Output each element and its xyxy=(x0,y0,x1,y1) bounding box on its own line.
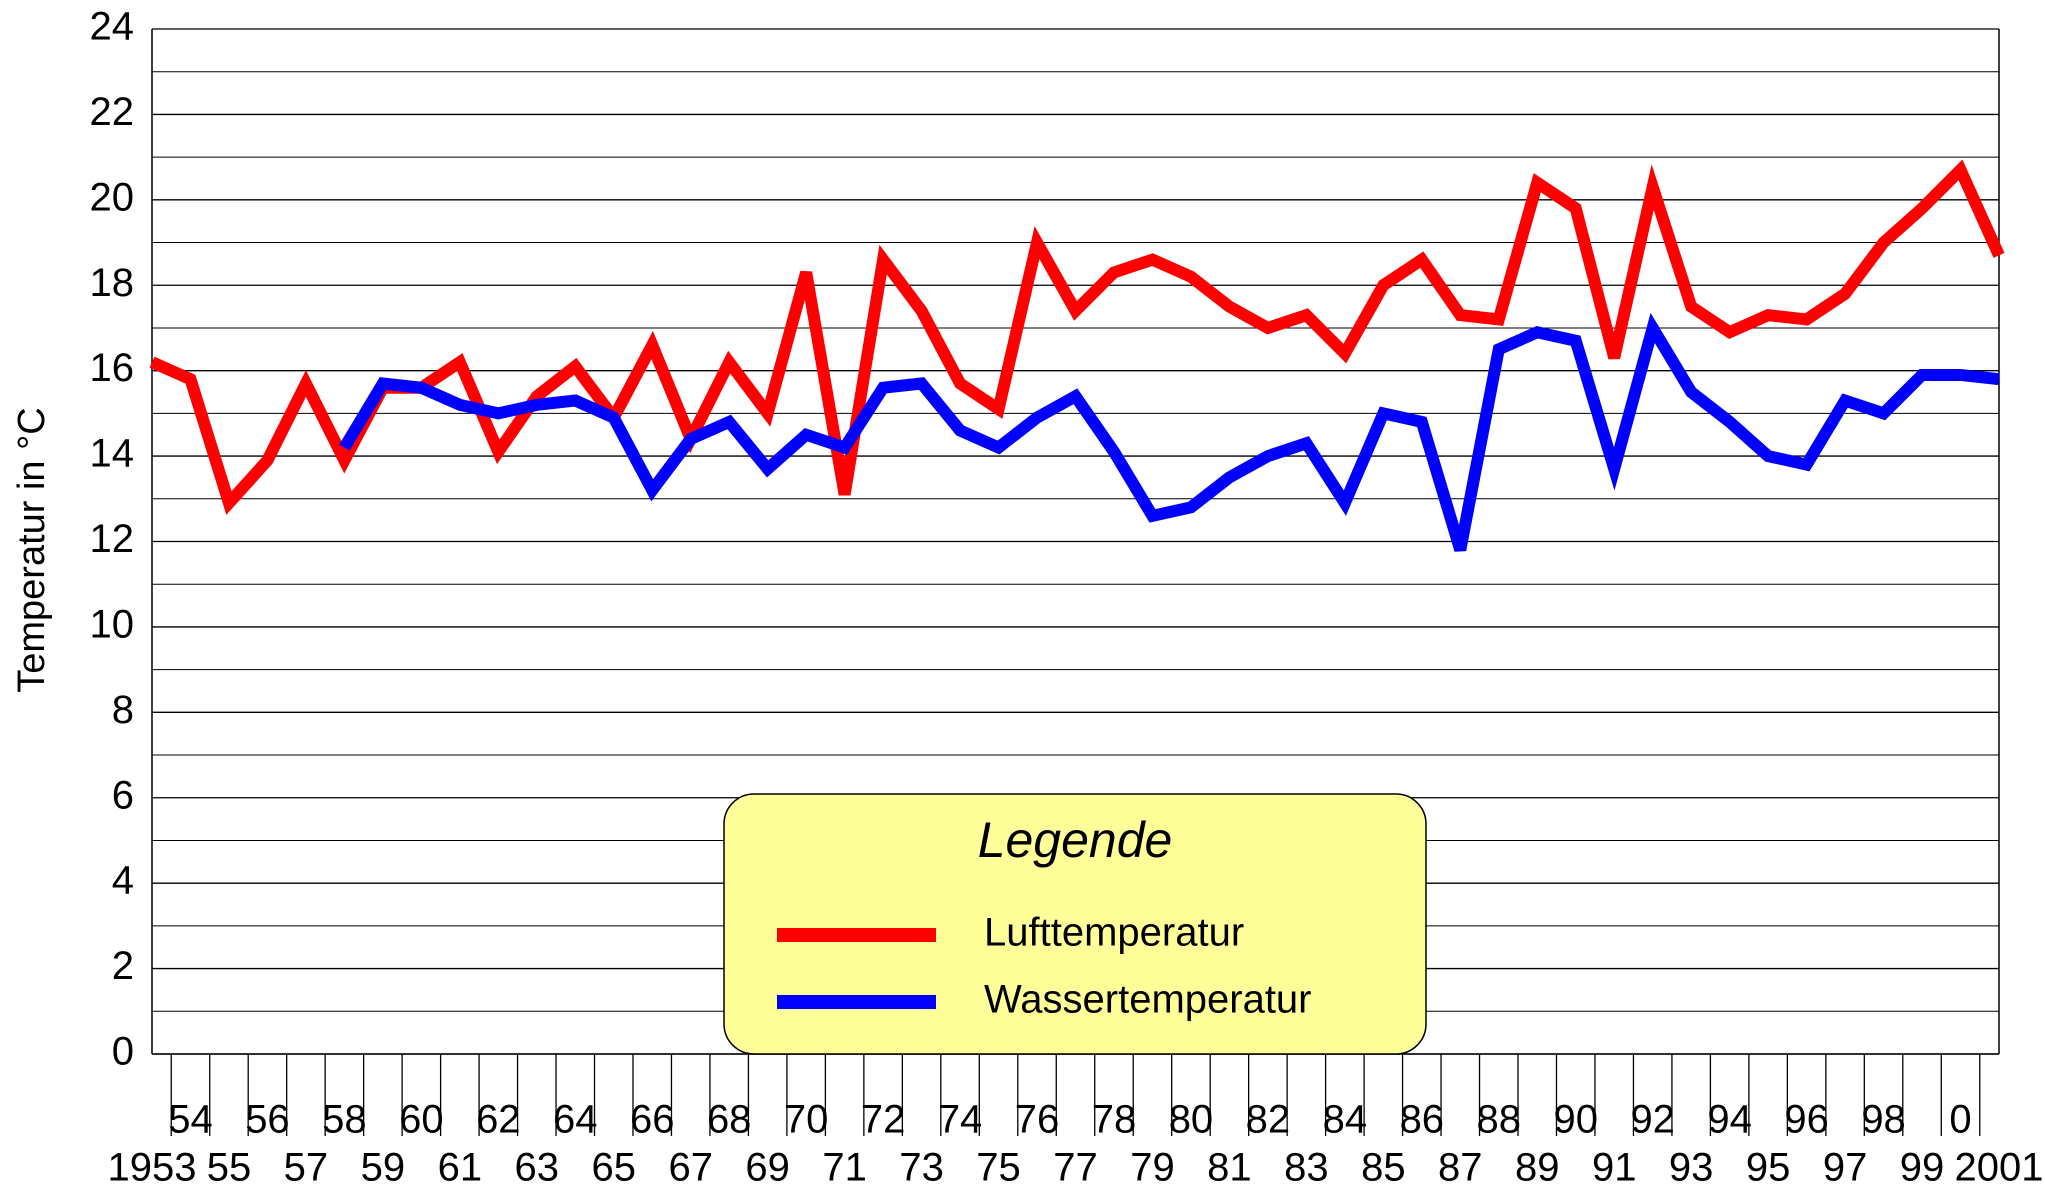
x-tick-label: 58 xyxy=(322,1098,367,1142)
legend-label: Lufttemperatur xyxy=(984,911,1244,955)
x-tick-label: 97 xyxy=(1823,1146,1868,1185)
x-tick-label: 80 xyxy=(1169,1098,1214,1142)
y-tick-label: 14 xyxy=(90,432,135,476)
x-tick-label: 71 xyxy=(822,1146,867,1185)
x-tick-label: 65 xyxy=(592,1146,637,1185)
y-tick-label: 0 xyxy=(112,1030,134,1074)
x-tick-label: 85 xyxy=(1361,1146,1406,1185)
y-tick-label: 18 xyxy=(90,261,135,305)
x-tick-label: 1953 xyxy=(108,1146,197,1185)
x-tick-label: 91 xyxy=(1592,1146,1637,1185)
series-line xyxy=(149,159,2005,515)
x-tick-label: 84 xyxy=(1323,1098,1368,1142)
x-tick-label: 63 xyxy=(515,1146,560,1185)
x-tick-label: 69 xyxy=(745,1146,790,1185)
y-tick-label: 12 xyxy=(90,517,135,561)
x-tick-label: 2001 xyxy=(1955,1146,2044,1185)
y-tick-label: 10 xyxy=(90,602,135,646)
x-tick-label: 76 xyxy=(1015,1098,1060,1142)
y-tick-label: 6 xyxy=(112,773,134,817)
series-line xyxy=(339,312,2000,552)
x-tick-label: 62 xyxy=(476,1098,521,1142)
x-tick-label: 61 xyxy=(438,1146,483,1185)
x-tick-label: 75 xyxy=(976,1146,1021,1185)
x-tick-label: 78 xyxy=(1092,1098,1137,1142)
x-tick-label: 77 xyxy=(1053,1146,1098,1185)
x-tick-label: 81 xyxy=(1207,1146,1252,1185)
x-tick-label: 86 xyxy=(1400,1098,1445,1142)
x-tick-label: 92 xyxy=(1630,1098,1675,1142)
x-tick-label: 99 xyxy=(1900,1146,1945,1185)
y-tick-label: 2 xyxy=(112,944,134,988)
x-tick-label: 74 xyxy=(938,1098,983,1142)
x-tick-label: 88 xyxy=(1477,1098,1522,1142)
x-tick-label: 54 xyxy=(168,1098,213,1142)
x-tick-label: 95 xyxy=(1746,1146,1791,1185)
y-tick-label: 4 xyxy=(112,859,134,903)
x-tick-label: 67 xyxy=(668,1146,713,1185)
x-tick-label: 94 xyxy=(1707,1098,1752,1142)
x-tick-label: 72 xyxy=(861,1098,906,1142)
y-tick-label: 24 xyxy=(90,5,135,49)
y-tick-label: 20 xyxy=(90,175,135,219)
y-tick-label: 22 xyxy=(90,90,135,134)
legend-label: Wassertemperatur xyxy=(984,978,1312,1022)
x-tick-label: 57 xyxy=(284,1146,329,1185)
x-tick-label: 82 xyxy=(1246,1098,1291,1142)
x-tick-label: 60 xyxy=(399,1098,444,1142)
y-axis-label: Temperatur in °C xyxy=(11,407,53,693)
x-tick-label: 70 xyxy=(784,1098,829,1142)
x-tick-label: 89 xyxy=(1515,1146,1560,1185)
legend-box xyxy=(723,793,1427,1055)
x-tick-label: 90 xyxy=(1553,1098,1598,1142)
x-tick-label: 66 xyxy=(630,1098,675,1142)
x-tick-label: 96 xyxy=(1784,1098,1829,1142)
x-tick-label: 59 xyxy=(361,1146,406,1185)
x-tick-label: 83 xyxy=(1284,1146,1329,1185)
y-tick-label: 8 xyxy=(112,688,134,732)
x-tick-label: 98 xyxy=(1861,1098,1906,1142)
x-tick-label: 0 xyxy=(1949,1098,1971,1142)
x-tick-label: 73 xyxy=(899,1146,944,1185)
x-tick-label: 79 xyxy=(1130,1146,1175,1185)
x-tick-label: 56 xyxy=(245,1098,290,1142)
x-tick-label: 64 xyxy=(553,1098,598,1142)
x-tick-label: 87 xyxy=(1438,1146,1483,1185)
x-tick-label: 68 xyxy=(707,1098,752,1142)
y-tick-label: 16 xyxy=(90,346,135,390)
x-tick-label: 55 xyxy=(207,1146,252,1185)
legend-title: Legende xyxy=(978,812,1173,868)
x-tick-label: 93 xyxy=(1669,1146,1714,1185)
